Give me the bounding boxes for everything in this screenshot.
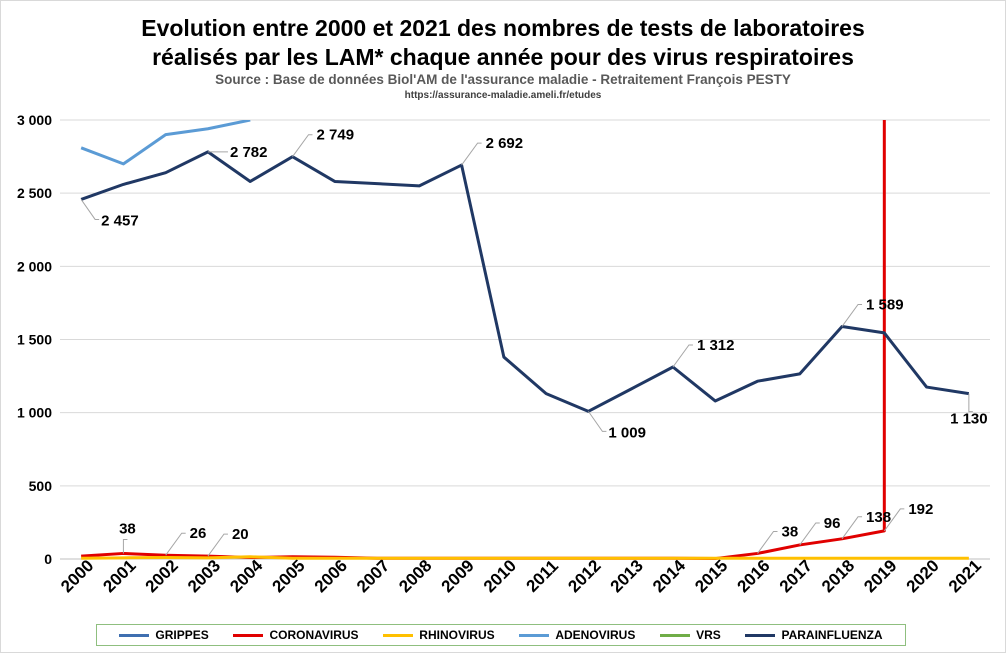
data-label-leader: [672, 344, 693, 368]
data-label: 1 130: [950, 411, 988, 428]
series-line-parainfluenza: [80, 150, 970, 413]
data-label: 38: [782, 523, 799, 540]
legend-swatch: [233, 633, 264, 637]
data-label-leader: [461, 142, 482, 166]
data-label: 1 312: [697, 337, 735, 354]
y-tick-label: 500: [29, 478, 53, 494]
data-label-leader: [968, 393, 973, 413]
legend-label: VRS: [696, 628, 721, 642]
chart-title-line2: réalisés par les LAM* chaque année pour …: [152, 44, 854, 70]
x-tick-label: 2017: [776, 556, 816, 596]
x-tick-label: 2006: [311, 556, 351, 596]
data-label: 38: [119, 520, 136, 537]
series-line-rhinovirus: [81, 555, 969, 560]
legend-item-rhinovirus: RHINOVIRUS: [383, 628, 495, 642]
series-line-coronavirus: [81, 120, 886, 561]
y-tick-label: 1 500: [17, 332, 52, 348]
x-tick-label: 2021: [945, 556, 985, 596]
data-label: 2 749: [317, 127, 355, 144]
legend-swatch: [745, 633, 776, 637]
legend-item-vrs: VRS: [660, 628, 721, 642]
y-tick-label: 2 500: [17, 185, 52, 201]
legend-label: RHINOVIRUS: [419, 628, 495, 642]
data-label-leader: [757, 530, 778, 554]
x-tick-label: 2020: [903, 556, 943, 596]
data-label: 2 457: [101, 212, 139, 229]
legend-item-coronavirus: CORONAVIRUS: [233, 628, 359, 642]
legend-label: PARAINFLUENZA: [781, 628, 883, 642]
x-tick-label: 2001: [99, 556, 139, 596]
data-label: 96: [824, 515, 841, 532]
data-label-leader: [883, 508, 905, 532]
data-label-leader: [799, 522, 820, 546]
legend-item-parainfluenza: PARAINFLUENZA: [745, 628, 883, 642]
data-label-leader: [292, 134, 313, 158]
legend-swatch: [383, 633, 414, 637]
x-tick-label: 2015: [691, 556, 731, 596]
legend-label: GRIPPES: [155, 628, 209, 642]
data-label: 2 692: [486, 135, 524, 152]
x-tick-label: 2019: [860, 556, 900, 596]
x-tick-label: 2003: [184, 556, 224, 596]
data-label-leader: [587, 411, 607, 432]
x-tick-label: 2009: [438, 556, 478, 596]
x-tick-label: 2011: [522, 556, 562, 596]
x-tick-label: 2007: [353, 556, 393, 596]
legend-item-adenovirus: ADENOVIRUS: [519, 628, 635, 642]
chart-source-url: https://assurance-maladie.ameli.fr/etude…: [404, 90, 602, 101]
data-label-leader: [80, 199, 100, 220]
x-tick-label: 2012: [564, 556, 604, 596]
x-tick-label: 2008: [395, 556, 435, 596]
data-label: 192: [908, 501, 933, 518]
legend-swatch: [119, 633, 150, 637]
y-tick-label: 2 000: [17, 258, 52, 274]
data-label: 20: [232, 526, 249, 543]
chart-legend: GRIPPES CORONAVIRUS RHINOVIRUS ADENOVIRUS VR…: [96, 624, 906, 646]
x-tick-label: 2005: [269, 556, 309, 596]
data-label: 138: [866, 509, 891, 526]
legend-label: CORONAVIRUS: [269, 628, 359, 642]
x-tick-label: 2010: [480, 556, 520, 596]
data-label-leader: [122, 538, 128, 554]
chart-title-line1: Evolution entre 2000 et 2021 des nombres…: [141, 15, 865, 41]
data-label-leader: [841, 303, 863, 327]
data-label: 2 782: [230, 144, 268, 161]
data-label: 1 009: [608, 424, 646, 441]
x-tick-label: 2018: [818, 556, 858, 596]
y-tick-label: 3 000: [17, 112, 52, 128]
legend-swatch: [660, 633, 691, 637]
chart-subtitle: Source : Base de données Biol'AM de l'as…: [215, 72, 791, 87]
x-tick-label: 2013: [607, 556, 647, 596]
x-tick-label: 2004: [226, 556, 267, 597]
data-label: 26: [190, 525, 207, 542]
legend-swatch: [519, 633, 550, 637]
data-label: 1 589: [866, 296, 904, 313]
y-tick-label: 0: [44, 551, 52, 567]
x-tick-label: 2002: [142, 556, 182, 596]
data-label-leader: [207, 533, 228, 557]
x-tick-label: 2016: [734, 556, 774, 596]
legend-label: ADENOVIRUS: [555, 628, 636, 642]
legend-item-grippes: GRIPPES: [119, 628, 209, 642]
y-tick-label: 1 000: [17, 405, 52, 421]
series-line-adenovirus: [80, 120, 251, 166]
data-label-leader: [841, 516, 863, 540]
data-label-leader: [165, 532, 186, 556]
x-tick-label: 2000: [57, 556, 97, 596]
x-tick-label: 2014: [649, 556, 690, 597]
